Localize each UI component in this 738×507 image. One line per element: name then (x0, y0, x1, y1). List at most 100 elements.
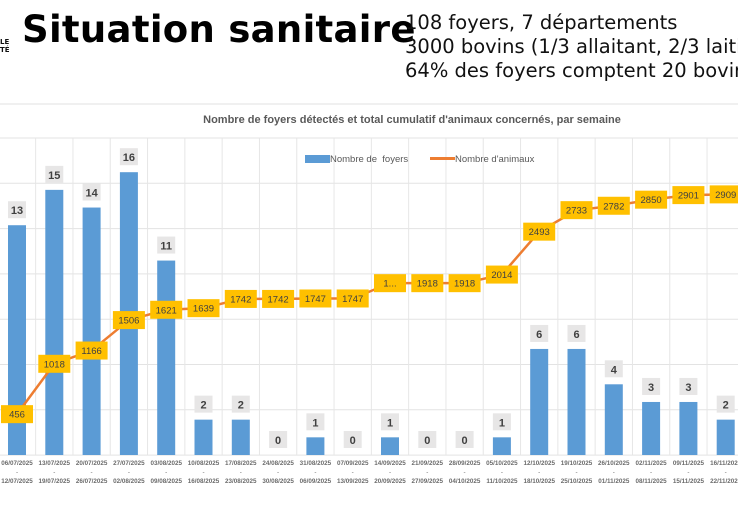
line-value-label: 2909 (715, 190, 736, 201)
logo-text-2: TÉ (0, 46, 10, 54)
x-tick-label-start: 16/11/2025 (710, 460, 738, 467)
bar (157, 260, 176, 455)
bar-label-box (269, 431, 288, 448)
bar-label-box (530, 324, 549, 342)
line-label-box (38, 354, 71, 373)
line-value-label: 2901 (678, 191, 699, 202)
bar-value-label: 14 (85, 188, 98, 200)
bar-label-box (455, 431, 474, 448)
bar (381, 437, 399, 455)
bar-label-box (306, 413, 325, 431)
bar-label-box (119, 148, 138, 166)
x-tick-label-start: 07/09/2025 (337, 460, 369, 467)
x-tick-dash: - (575, 469, 577, 476)
x-tick-dash: - (725, 469, 727, 476)
bar (642, 401, 661, 455)
line-label-box (150, 300, 183, 319)
legend-label-animaux: Nombre d'animaux (455, 154, 535, 165)
x-tick-label-end: 19/07/2025 (39, 478, 71, 485)
bar-value-label: 6 (536, 329, 542, 341)
x-tick-dash: - (464, 469, 466, 476)
line-label-box (112, 311, 145, 330)
x-tick-dash: - (277, 469, 279, 476)
x-tick-label-start: 27/07/2025 (113, 460, 145, 467)
line-value-label: 2850 (641, 195, 662, 206)
x-tick-label-end: 16/08/2025 (188, 478, 220, 485)
x-tick-label-end: 20/09/2025 (374, 478, 406, 485)
line-label-box (262, 289, 295, 308)
line-label-box (411, 274, 444, 293)
x-tick-dash: - (314, 469, 316, 476)
bar-value-label: 2 (238, 400, 244, 412)
bar-label-box (567, 324, 586, 342)
line-value-label: 1621 (156, 305, 177, 316)
legend-swatch-bar (305, 155, 330, 163)
line-value-label: 2733 (566, 206, 587, 217)
line-value-label: 2782 (603, 201, 624, 212)
line-label-box (224, 289, 257, 308)
x-tick-label-end: 02/08/2025 (113, 478, 145, 485)
fact-2: 3000 bovins (1/3 allaitant, 2/3 laitie (405, 35, 738, 58)
line-value-label: 1918 (454, 279, 475, 290)
bar-value-label: 4 (611, 364, 618, 376)
x-tick-dash: - (613, 469, 615, 476)
bar-value-label: 0 (424, 435, 430, 447)
x-tick-label-end: 11/10/2025 (486, 478, 518, 485)
bar-value-label: 6 (573, 329, 579, 341)
bar (194, 419, 213, 455)
line-label-box (485, 265, 518, 284)
line-value-label: 1506 (118, 316, 139, 327)
bar-value-label: 15 (48, 170, 60, 182)
bar-value-label: 0 (462, 435, 468, 447)
line-value-label: 1... (383, 279, 396, 290)
line-label-box (709, 185, 738, 204)
x-tick-label-end: 09/08/2025 (150, 478, 182, 485)
bar-value-label: 2 (200, 400, 206, 412)
x-tick-label-end: 27/09/2025 (412, 478, 444, 485)
legend-foyers: Nombre de foyers (305, 154, 408, 165)
x-tick-dash: - (240, 469, 242, 476)
bar (716, 419, 735, 455)
bar-value-label: 16 (123, 152, 135, 164)
x-tick-label-end: 01/11/2025 (598, 478, 630, 485)
line-label-box (299, 289, 332, 308)
x-tick-label-start: 13/07/2025 (39, 460, 71, 467)
line-label-box (374, 274, 406, 293)
bar (82, 207, 101, 455)
bar (679, 401, 698, 455)
x-tick-dash: - (202, 469, 204, 476)
x-tick-label-start: 28/09/2025 (449, 460, 481, 467)
bar (492, 437, 511, 455)
x-tick-label-start: 14/09/2025 (374, 460, 406, 467)
x-tick-label-end: 15/11/2025 (673, 478, 705, 485)
x-tick-label-end: 23/08/2025 (225, 478, 257, 485)
logo-text-1: LE (0, 38, 10, 46)
bar (231, 419, 250, 455)
bar (530, 348, 549, 455)
x-tick-dash: - (53, 469, 55, 476)
x-tick-label-start: 05/10/2025 (486, 460, 518, 467)
x-tick-label-end: 06/09/2025 (300, 478, 332, 485)
fact-3: 64% des foyers comptent 20 bovin (405, 59, 738, 82)
x-tick-dash: - (389, 469, 391, 476)
bar (604, 384, 623, 455)
bar (567, 348, 586, 455)
line-value-label: 1742 (230, 294, 251, 305)
line-value-label: 2014 (491, 270, 512, 281)
line-label-box (597, 196, 630, 215)
x-tick-dash: - (16, 469, 18, 476)
x-tick-label-end: 26/07/2025 (76, 478, 108, 485)
x-tick-label-start: 03/08/2025 (150, 460, 182, 467)
x-tick-label-start: 20/07/2025 (76, 460, 108, 467)
bar-label-box (343, 431, 362, 448)
line-value-label: 1747 (342, 294, 363, 305)
line-label-box (560, 201, 593, 220)
bar-label-box (604, 360, 623, 378)
line-label-box (635, 190, 668, 209)
bar-value-label: 13 (11, 205, 23, 217)
bar-value-label: 1 (387, 417, 393, 429)
x-tick-label-end: 22/11/2025 (710, 478, 738, 485)
bar-value-label: 1 (499, 417, 505, 429)
x-tick-dash: - (501, 469, 503, 476)
